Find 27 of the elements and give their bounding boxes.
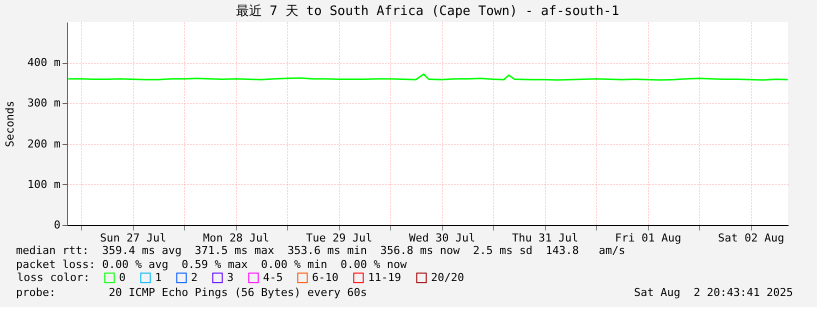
- x-tick-label: Sat 02 Aug: [718, 232, 784, 244]
- x-tick-label: Tue 29 Jul: [306, 232, 372, 244]
- legend-label: 3: [227, 270, 234, 284]
- text: probe: 20 ICMP Echo Pings (56 Bytes) every 60s: [16, 286, 367, 299]
- y-axis-title: Seconds: [3, 100, 16, 148]
- text: Sat Aug 2 20:43:41 2025: [634, 286, 793, 299]
- legend-label: 2: [191, 270, 198, 284]
- text: median rtt: 359.4 ms avg 371.5 ms max 353.6 ms min 356.8 ms now 2.5 ms sd 143.8 am/s: [16, 244, 626, 257]
- x-tick-label: Sun 27 Jul: [100, 232, 166, 244]
- y-tick-label: 200 m: [27, 137, 61, 150]
- y-tick-label: 0: [54, 218, 60, 232]
- x-tick-label: Fri 01 Aug: [614, 232, 682, 244]
- legend-label: 6-10: [312, 270, 338, 284]
- y-tick-label: 100 m: [27, 178, 61, 191]
- x-tick-label: Thu 31 Jul: [512, 232, 578, 244]
- legend-label: 20/20: [431, 270, 464, 284]
- y-tick-label: 400 m: [27, 56, 61, 70]
- text: packet loss: 0.00 % avg 0.59 % max 0.00 % min 0.00 % now: [16, 258, 408, 271]
- x-tick-label: Wed 30 Jul: [408, 232, 476, 244]
- chart-title: 最近 7 天 to South Africa (Cape Town) - af-south-1: [236, 4, 620, 19]
- legend-title: loss color:: [17, 271, 90, 284]
- legend-label: 11-19: [368, 270, 402, 284]
- legend-label: 4-5: [263, 270, 283, 284]
- y-tick-label: 300 m: [27, 96, 61, 110]
- legend-label: 1: [155, 270, 162, 284]
- legend-label: 0: [119, 270, 126, 284]
- x-tick-label: Mon 28 Jul: [202, 232, 270, 244]
